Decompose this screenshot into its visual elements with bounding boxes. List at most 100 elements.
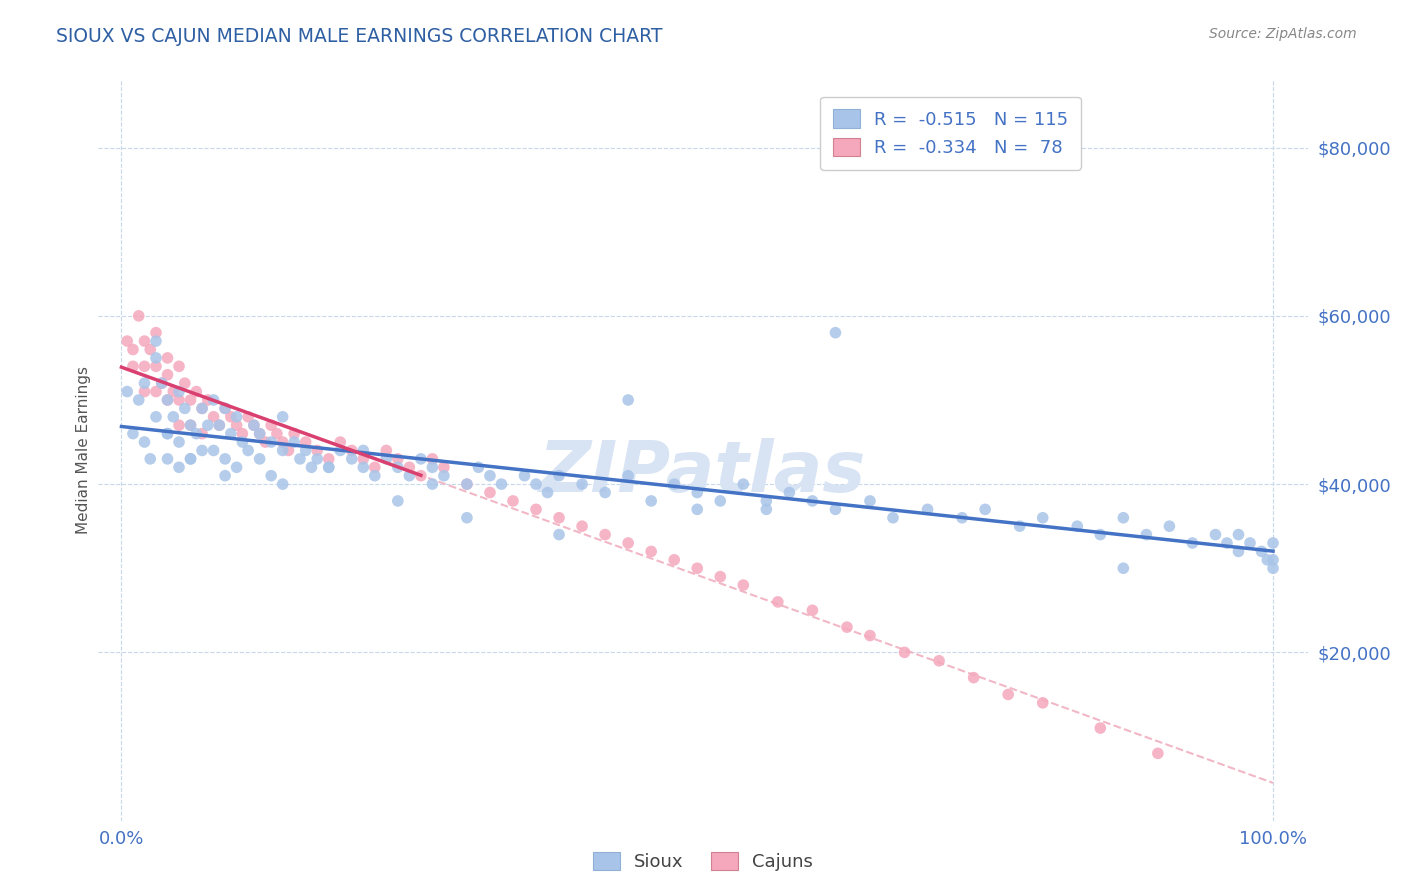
Point: [150, 376, 173, 391]
Point: [173, 376, 195, 391]
Point: [214, 451, 236, 466]
Point: [214, 468, 236, 483]
Point: [134, 384, 156, 399]
Point: [755, 502, 778, 516]
Point: [640, 494, 662, 508]
Point: [145, 351, 167, 365]
Point: [145, 359, 167, 374]
Point: [859, 494, 882, 508]
Point: [491, 477, 513, 491]
Point: [997, 688, 1019, 702]
Point: [231, 426, 253, 441]
Point: [115, 384, 138, 399]
Point: [307, 443, 329, 458]
Point: [617, 392, 640, 407]
Point: [824, 326, 846, 340]
Point: [191, 401, 214, 416]
Point: [134, 376, 156, 391]
Point: [180, 451, 202, 466]
Point: [1256, 553, 1278, 567]
Point: [208, 418, 231, 433]
Point: [329, 435, 352, 450]
Point: [686, 502, 709, 516]
Point: [1090, 527, 1112, 541]
Point: [134, 334, 156, 348]
Point: [1090, 721, 1112, 735]
Point: [307, 451, 329, 466]
Y-axis label: Median Male Earnings: Median Male Earnings: [76, 367, 91, 534]
Point: [387, 451, 409, 466]
Point: [917, 502, 939, 516]
Point: [664, 553, 686, 567]
Point: [1032, 696, 1054, 710]
Point: [664, 477, 686, 491]
Point: [167, 359, 190, 374]
Point: [122, 426, 145, 441]
Legend: R =  -0.515   N = 115, R =  -0.334   N =  78: R = -0.515 N = 115, R = -0.334 N = 78: [820, 96, 1081, 169]
Point: [301, 460, 323, 475]
Point: [156, 426, 179, 441]
Point: [548, 468, 571, 483]
Text: SIOUX VS CAJUN MEDIAN MALE EARNINGS CORRELATION CHART: SIOUX VS CAJUN MEDIAN MALE EARNINGS CORR…: [56, 27, 662, 45]
Point: [180, 418, 202, 433]
Point: [318, 460, 340, 475]
Point: [191, 443, 214, 458]
Point: [254, 435, 277, 450]
Point: [974, 502, 997, 516]
Point: [1008, 519, 1031, 533]
Point: [271, 435, 294, 450]
Point: [162, 384, 184, 399]
Point: [122, 343, 145, 357]
Point: [243, 418, 266, 433]
Point: [236, 443, 259, 458]
Point: [173, 401, 195, 416]
Point: [801, 603, 824, 617]
Point: [219, 426, 242, 441]
Point: [375, 451, 398, 466]
Point: [340, 451, 363, 466]
Point: [214, 401, 236, 416]
Point: [162, 409, 184, 424]
Point: [197, 392, 219, 407]
Point: [1227, 544, 1250, 558]
Point: [478, 468, 501, 483]
Point: [197, 418, 219, 433]
Point: [243, 418, 266, 433]
Point: [1261, 536, 1284, 550]
Point: [202, 392, 225, 407]
Point: [536, 485, 558, 500]
Point: [156, 392, 179, 407]
Point: [180, 418, 202, 433]
Point: [214, 401, 236, 416]
Point: [409, 468, 432, 483]
Point: [640, 544, 662, 558]
Point: [180, 392, 202, 407]
Point: [225, 409, 247, 424]
Point: [167, 384, 190, 399]
Point: [156, 351, 179, 365]
Point: [352, 451, 374, 466]
Point: [548, 510, 571, 524]
Point: [422, 460, 444, 475]
Point: [364, 460, 387, 475]
Point: [180, 451, 202, 466]
Point: [134, 359, 156, 374]
Point: [950, 510, 973, 524]
Point: [283, 435, 305, 450]
Point: [225, 418, 247, 433]
Point: [502, 494, 524, 508]
Point: [433, 468, 456, 483]
Point: [260, 435, 283, 450]
Point: [266, 426, 288, 441]
Point: [271, 409, 294, 424]
Point: [962, 671, 984, 685]
Point: [167, 460, 190, 475]
Point: [352, 460, 374, 475]
Point: [122, 359, 145, 374]
Point: [422, 451, 444, 466]
Point: [387, 460, 409, 475]
Point: [231, 435, 253, 450]
Point: [1181, 536, 1204, 550]
Point: [186, 426, 208, 441]
Point: [824, 502, 846, 516]
